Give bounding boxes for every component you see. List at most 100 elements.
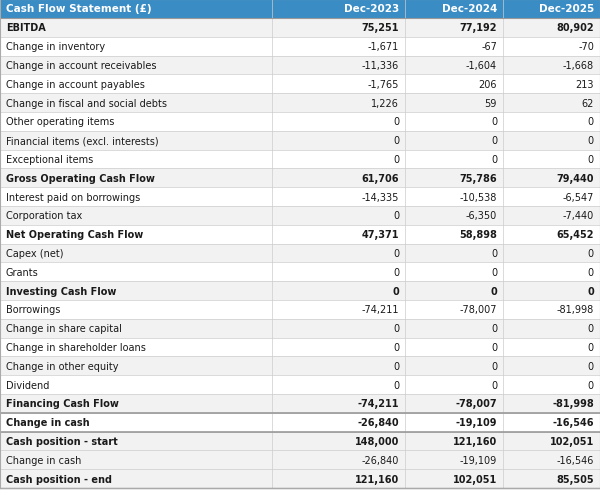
Text: 47,371: 47,371 — [361, 230, 399, 239]
Text: Cash Flow Statement (£): Cash Flow Statement (£) — [6, 5, 152, 15]
Text: Dividend: Dividend — [6, 380, 49, 390]
Text: -67: -67 — [481, 42, 497, 52]
Text: 0: 0 — [393, 211, 399, 221]
Text: 148,000: 148,000 — [355, 436, 399, 446]
Text: Dec-2024: Dec-2024 — [442, 5, 497, 15]
Text: 0: 0 — [393, 267, 399, 277]
Text: Grants: Grants — [6, 267, 39, 277]
Text: -81,998: -81,998 — [552, 399, 594, 409]
Text: 0: 0 — [393, 324, 399, 334]
Bar — [0, 413, 600, 432]
Bar — [0, 263, 600, 282]
Text: 0: 0 — [588, 380, 594, 390]
Bar — [0, 94, 600, 113]
Text: -7,440: -7,440 — [563, 211, 594, 221]
Text: -1,668: -1,668 — [563, 61, 594, 71]
Text: 0: 0 — [588, 267, 594, 277]
Text: 0: 0 — [491, 342, 497, 352]
Bar — [0, 75, 600, 94]
Bar — [0, 38, 600, 57]
Text: 58,898: 58,898 — [459, 230, 497, 239]
Bar — [0, 357, 600, 375]
Text: 65,452: 65,452 — [557, 230, 594, 239]
Bar — [0, 225, 600, 244]
Bar — [0, 169, 600, 188]
Text: -74,211: -74,211 — [358, 399, 399, 409]
Text: Financing Cash Flow: Financing Cash Flow — [6, 399, 119, 409]
Text: 121,160: 121,160 — [355, 473, 399, 483]
Text: Change in cash: Change in cash — [6, 417, 89, 427]
Text: 80,902: 80,902 — [556, 24, 594, 34]
Text: Net Operating Cash Flow: Net Operating Cash Flow — [6, 230, 143, 239]
Text: Change in account receivables: Change in account receivables — [6, 61, 157, 71]
Text: Change in shareholder loans: Change in shareholder loans — [6, 342, 146, 352]
Text: Interest paid on borrowings: Interest paid on borrowings — [6, 192, 140, 202]
Text: Change in fiscal and social debts: Change in fiscal and social debts — [6, 98, 167, 108]
Text: 0: 0 — [393, 117, 399, 127]
Text: 0: 0 — [587, 286, 594, 296]
Text: -19,109: -19,109 — [460, 455, 497, 465]
Text: 0: 0 — [491, 324, 497, 334]
Text: Change in share capital: Change in share capital — [6, 324, 122, 334]
Text: Gross Operating Cash Flow: Gross Operating Cash Flow — [6, 173, 155, 183]
Text: 0: 0 — [490, 286, 497, 296]
Text: -1,671: -1,671 — [368, 42, 399, 52]
Text: -19,109: -19,109 — [455, 417, 497, 427]
Text: -1,604: -1,604 — [466, 61, 497, 71]
Text: 0: 0 — [588, 136, 594, 146]
Text: Change in inventory: Change in inventory — [6, 42, 105, 52]
Text: -78,007: -78,007 — [455, 399, 497, 409]
Text: -14,335: -14,335 — [362, 192, 399, 202]
Text: 0: 0 — [393, 361, 399, 371]
Bar — [0, 375, 600, 394]
Text: 59: 59 — [485, 98, 497, 108]
Bar — [0, 206, 600, 225]
Text: -26,840: -26,840 — [362, 455, 399, 465]
Text: 0: 0 — [491, 267, 497, 277]
Text: 0: 0 — [392, 286, 399, 296]
Text: 0: 0 — [393, 380, 399, 390]
Bar — [0, 319, 600, 338]
Text: Dec-2025: Dec-2025 — [539, 5, 594, 15]
Text: 0: 0 — [491, 155, 497, 165]
Text: Change in account payables: Change in account payables — [6, 80, 145, 90]
Bar — [0, 113, 600, 132]
Bar — [0, 188, 600, 206]
Text: Corporation tax: Corporation tax — [6, 211, 82, 221]
Text: -74,211: -74,211 — [361, 305, 399, 315]
Text: -10,538: -10,538 — [460, 192, 497, 202]
Bar — [0, 19, 600, 38]
Bar — [0, 282, 600, 301]
Text: -70: -70 — [578, 42, 594, 52]
Text: 75,786: 75,786 — [460, 173, 497, 183]
Text: Dec-2023: Dec-2023 — [344, 5, 399, 15]
Text: -26,840: -26,840 — [358, 417, 399, 427]
Text: 0: 0 — [393, 342, 399, 352]
Text: Investing Cash Flow: Investing Cash Flow — [6, 286, 116, 296]
Text: 0: 0 — [491, 117, 497, 127]
Bar — [0, 244, 600, 263]
Bar — [0, 0, 600, 19]
Bar — [0, 150, 600, 169]
Text: 0: 0 — [588, 248, 594, 259]
Text: EBITDA: EBITDA — [6, 24, 46, 34]
Text: Borrowings: Borrowings — [6, 305, 61, 315]
Text: Capex (net): Capex (net) — [6, 248, 64, 259]
Text: 1,226: 1,226 — [371, 98, 399, 108]
Text: -16,546: -16,546 — [557, 455, 594, 465]
Text: Change in cash: Change in cash — [6, 455, 82, 465]
Bar — [0, 450, 600, 469]
Text: 0: 0 — [393, 136, 399, 146]
Bar — [0, 132, 600, 150]
Text: -6,350: -6,350 — [466, 211, 497, 221]
Text: -6,547: -6,547 — [563, 192, 594, 202]
Text: 0: 0 — [491, 248, 497, 259]
Bar — [0, 394, 600, 413]
Text: 61,706: 61,706 — [361, 173, 399, 183]
Text: 102,051: 102,051 — [453, 473, 497, 483]
Text: 62: 62 — [581, 98, 594, 108]
Text: -11,336: -11,336 — [362, 61, 399, 71]
Text: Cash position - end: Cash position - end — [6, 473, 112, 483]
Text: 0: 0 — [588, 117, 594, 127]
Text: 0: 0 — [588, 155, 594, 165]
